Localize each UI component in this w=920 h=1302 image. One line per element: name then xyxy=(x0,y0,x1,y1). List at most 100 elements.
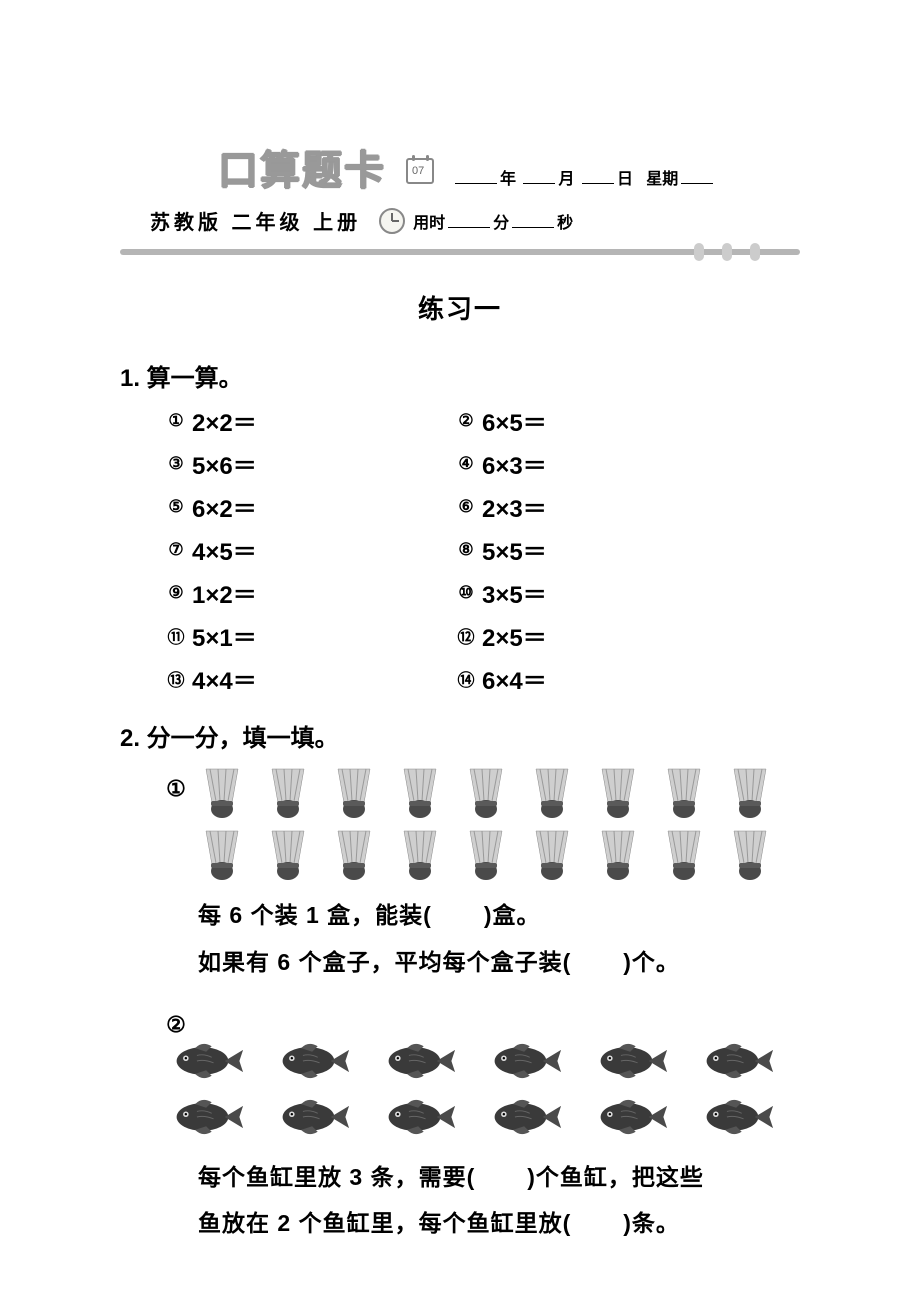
clock-icon xyxy=(379,208,405,234)
calc-item: ②6×5＝ xyxy=(454,403,744,438)
sub2-icon-grid xyxy=(164,1037,782,1149)
sub2-line2: 鱼放在 2 个鱼缸里，每个鱼缸里放()条。 xyxy=(198,1205,800,1242)
shuttlecock-icon xyxy=(658,763,710,819)
item-expr: 4×4＝ xyxy=(192,661,257,696)
item-expr: 2×2＝ xyxy=(192,403,257,438)
shuttlecock-icon xyxy=(196,825,248,881)
calendar-icon xyxy=(406,158,434,184)
item-expr: 1×2＝ xyxy=(192,575,257,610)
sec-blank[interactable] xyxy=(512,227,554,228)
item-number: ④ xyxy=(454,452,478,476)
header-row-2: 苏教版 二年级 上册 用时分秒 xyxy=(120,206,800,235)
calc-item: ⑫2×5＝ xyxy=(454,618,744,653)
calc-item: ⑨1×2＝ xyxy=(164,575,454,610)
q2-heading: 2. 分一分，填一填。 xyxy=(120,718,800,753)
calc-item: ④6×3＝ xyxy=(454,446,744,481)
item-expr: 6×4＝ xyxy=(482,661,547,696)
shuttlecock-icon xyxy=(724,763,776,819)
day-blank[interactable] xyxy=(582,183,614,184)
sub1-line1: 每 6 个装 1 盒，能装()盒。 xyxy=(198,897,800,934)
date-fields: 年 月 日 星期 xyxy=(452,165,716,189)
item-number: ⑭ xyxy=(454,667,478,691)
shuttlecock-icon xyxy=(262,825,314,881)
shuttlecock-icon xyxy=(460,825,512,881)
sub1-icon-grid xyxy=(196,763,776,887)
header-row-1: 口算题卡 年 月 日 星期 xyxy=(120,138,800,196)
sub1-label: ① xyxy=(164,777,188,801)
item-expr: 5×5＝ xyxy=(482,532,547,567)
fish-icon xyxy=(270,1093,358,1141)
calc-item: ⑧5×5＝ xyxy=(454,532,744,567)
question-1: 1. 算一算。 ①2×2＝②6×5＝③5×6＝④6×3＝⑤6×2＝⑥2×3＝⑦4… xyxy=(120,358,800,696)
fish-icon xyxy=(482,1093,570,1141)
fish-icon xyxy=(588,1037,676,1085)
shuttlecock-icon xyxy=(328,763,380,819)
fish-icon xyxy=(588,1093,676,1141)
fish-icon xyxy=(694,1093,782,1141)
shuttlecock-icon xyxy=(592,825,644,881)
item-expr: 5×1＝ xyxy=(192,618,257,653)
item-number: ⑩ xyxy=(454,581,478,605)
item-number: ⑫ xyxy=(454,624,478,648)
calc-item: ⑩3×5＝ xyxy=(454,575,744,610)
item-expr: 2×3＝ xyxy=(482,489,547,524)
calc-item: ⑦4×5＝ xyxy=(164,532,454,567)
shuttlecock-icon xyxy=(394,763,446,819)
icon-row xyxy=(196,763,776,819)
shuttlecock-icon xyxy=(394,825,446,881)
fish-icon xyxy=(694,1037,782,1085)
min-blank[interactable] xyxy=(448,227,490,228)
calc-item: ⑥2×3＝ xyxy=(454,489,744,524)
icon-row xyxy=(196,825,776,881)
calc-item: ⑭6×4＝ xyxy=(454,661,744,696)
calc-item: ①2×2＝ xyxy=(164,403,454,438)
shuttlecock-icon xyxy=(658,825,710,881)
calc-item: ③5×6＝ xyxy=(164,446,454,481)
weekday-blank[interactable] xyxy=(681,183,713,184)
item-expr: 6×2＝ xyxy=(192,489,257,524)
item-expr: 6×5＝ xyxy=(482,403,547,438)
shuttlecock-icon xyxy=(526,825,578,881)
fish-icon xyxy=(270,1037,358,1085)
fish-icon xyxy=(164,1037,252,1085)
item-expr: 3×5＝ xyxy=(482,575,547,610)
calc-item: ⑪5×1＝ xyxy=(164,618,454,653)
item-number: ⑦ xyxy=(164,538,188,562)
item-number: ② xyxy=(454,409,478,433)
year-blank[interactable] xyxy=(455,183,497,184)
item-expr: 5×6＝ xyxy=(192,446,257,481)
item-expr: 2×5＝ xyxy=(482,618,547,653)
subtitle: 苏教版 二年级 上册 xyxy=(150,206,361,235)
item-number: ① xyxy=(164,409,188,433)
shuttlecock-icon xyxy=(262,763,314,819)
shuttlecock-icon xyxy=(526,763,578,819)
shuttlecock-icon xyxy=(592,763,644,819)
fish-icon xyxy=(164,1093,252,1141)
calc-grid: ①2×2＝②6×5＝③5×6＝④6×3＝⑤6×2＝⑥2×3＝⑦4×5＝⑧5×5＝… xyxy=(164,403,800,696)
main-title: 口算题卡 xyxy=(218,138,386,196)
calc-item: ⑬4×4＝ xyxy=(164,661,454,696)
item-number: ⑬ xyxy=(164,667,188,691)
calc-item: ⑤6×2＝ xyxy=(164,489,454,524)
shuttlecock-icon xyxy=(196,763,248,819)
item-number: ⑧ xyxy=(454,538,478,562)
shuttlecock-icon xyxy=(724,825,776,881)
fish-icon xyxy=(482,1037,570,1085)
icon-row xyxy=(164,1037,782,1085)
month-blank[interactable] xyxy=(523,183,555,184)
q2-sub1: ① xyxy=(164,763,800,887)
sub2-label: ② xyxy=(164,1013,188,1037)
item-number: ⑪ xyxy=(164,624,188,648)
practice-title: 练习一 xyxy=(120,289,800,326)
item-number: ⑨ xyxy=(164,581,188,605)
time-fields: 用时分秒 xyxy=(413,209,573,233)
item-number: ③ xyxy=(164,452,188,476)
question-2: 2. 分一分，填一填。 ① 每 6 个装 1 盒，能装()盒。 如果有 6 个盒… xyxy=(120,718,800,1242)
item-expr: 6×3＝ xyxy=(482,446,547,481)
q1-heading: 1. 算一算。 xyxy=(120,358,800,393)
shuttlecock-icon xyxy=(328,825,380,881)
shuttlecock-icon xyxy=(460,763,512,819)
fish-icon xyxy=(376,1093,464,1141)
divider xyxy=(120,249,800,261)
sub1-line2: 如果有 6 个盒子，平均每个盒子装()个。 xyxy=(198,944,800,981)
